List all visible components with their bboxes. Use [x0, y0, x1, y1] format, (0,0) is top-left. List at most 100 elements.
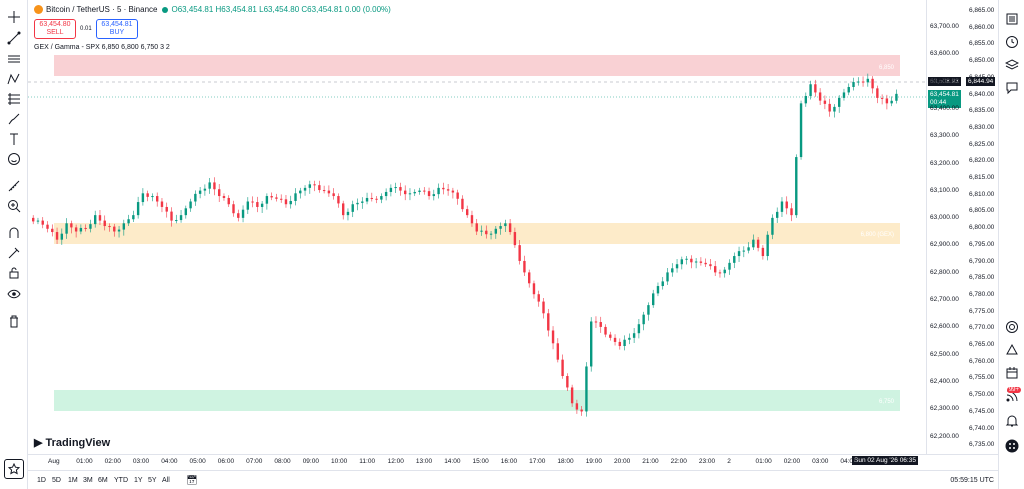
horizontal-lines-icon[interactable]: [5, 50, 23, 68]
layers-icon[interactable]: [1003, 56, 1021, 74]
ideas-icon[interactable]: [1003, 341, 1021, 359]
price-scale-label-left: 62,700.00: [930, 296, 959, 303]
candle-body: [494, 228, 498, 234]
trend-line-icon[interactable]: [5, 29, 23, 47]
sell-button[interactable]: 63,454.80 SELL: [34, 19, 76, 39]
indicator-legend[interactable]: GEX / Gamma - SPX 6,850 6,800 6,750 3 2: [34, 44, 170, 51]
time-axis[interactable]: Sun 02 Aug '26 06:35 Aug 01:00 02:00 03:00 0…: [28, 454, 998, 468]
price-scale-label-right: 6,750.00: [969, 391, 995, 399]
stay-drawing-icon[interactable]: [5, 244, 23, 262]
favorites-star-icon[interactable]: [4, 459, 24, 479]
candle-body: [237, 213, 240, 218]
candle-body: [666, 272, 669, 282]
candle-body: [94, 215, 97, 225]
time-axis-label: 05:00: [189, 458, 206, 465]
range-button-1d[interactable]: 1D: [37, 477, 46, 484]
range-button-5d[interactable]: 5D: [52, 477, 61, 484]
time-axis-label: 16:00: [500, 458, 518, 465]
range-button-5y[interactable]: 5Y: [148, 477, 157, 484]
candle-body: [46, 224, 49, 229]
candle-body: [551, 330, 555, 344]
candle-body: [289, 200, 292, 205]
date-range-icon[interactable]: 📅︎: [186, 475, 198, 485]
watchlist-icon[interactable]: [1003, 10, 1021, 28]
zoom-in-icon[interactable]: [5, 197, 23, 215]
time-axis-label: 01:00: [76, 458, 93, 465]
utc-clock[interactable]: 05:59:15 UTC: [950, 477, 994, 484]
red-zone: [54, 55, 900, 76]
candle-body: [399, 187, 402, 191]
range-button-6m[interactable]: 6M: [98, 477, 108, 484]
chat-icon[interactable]: [1003, 79, 1021, 97]
candle-body: [346, 211, 350, 216]
candle-body: [528, 272, 531, 284]
price-scale-label-right: 6,815.00: [969, 174, 995, 181]
candle-body: [833, 106, 836, 112]
calendar-icon[interactable]: [1003, 364, 1021, 382]
price-scale-label-left: 62,400.00: [930, 377, 959, 385]
range-button-ytd[interactable]: YTD: [114, 477, 128, 484]
candle-body: [170, 211, 173, 221]
ohlc-low: L63,454.80: [259, 5, 300, 14]
candle-body: [771, 217, 774, 235]
time-axis-label: 17:00: [529, 458, 546, 465]
price-scale-label-left: 62,900.00: [930, 241, 959, 249]
price-chart[interactable]: 6,850 6,800 (GEX) 6,750: [28, 0, 926, 454]
candle-body: [413, 191, 416, 194]
time-axis-label: 03:00: [132, 458, 150, 465]
text-icon[interactable]: [5, 130, 23, 148]
candle-body: [198, 190, 202, 194]
candle-body: [351, 204, 354, 212]
price-scale-label-right: 6,865.00: [969, 7, 995, 14]
range-button-1m[interactable]: 1M: [68, 477, 78, 484]
candle-body: [423, 190, 426, 192]
pattern-icon[interactable]: [5, 70, 23, 88]
candle-body: [437, 187, 440, 195]
emoji-icon[interactable]: [5, 150, 23, 168]
countdown-value: 00:44: [930, 99, 947, 106]
candle-body: [747, 247, 750, 251]
range-button-all[interactable]: All: [162, 477, 170, 484]
candle-body: [580, 409, 583, 412]
more-grid-icon[interactable]: [1003, 437, 1021, 455]
candle-body: [723, 269, 726, 274]
range-button-3m[interactable]: 3M: [83, 477, 93, 484]
candle-body: [370, 197, 374, 199]
ruler-icon[interactable]: [5, 177, 23, 195]
price-scale[interactable]: 63,508.93 6,844.94 63,454.81 00:44 63,70…: [926, 0, 998, 454]
eye-icon[interactable]: [5, 285, 23, 303]
price-scale-label-right: 6,735.00: [969, 441, 995, 449]
candle-body: [461, 198, 464, 210]
candle-body: [117, 229, 121, 232]
buy-button[interactable]: 63,454.81 BUY: [96, 19, 138, 39]
candle-body: [895, 93, 898, 101]
bitcoin-logo-icon: [34, 5, 43, 15]
candle-body: [885, 98, 889, 104]
price-scale-label-left: 62,500.00: [930, 350, 959, 358]
tradingview-logo[interactable]: ▶︎ TradingView: [34, 436, 110, 449]
candle-body: [175, 220, 178, 222]
range-button-1y[interactable]: 1Y: [134, 477, 143, 484]
alerts-clock-icon[interactable]: [1003, 33, 1021, 51]
magnet-icon[interactable]: [5, 224, 23, 242]
candle-body: [70, 223, 73, 228]
candle-body: [809, 84, 812, 96]
candle-body: [446, 189, 450, 191]
brush-icon[interactable]: [5, 110, 23, 128]
fib-icon[interactable]: [5, 90, 23, 108]
candle-body: [795, 157, 798, 216]
trash-icon[interactable]: [5, 312, 23, 330]
lock-icon[interactable]: [5, 264, 23, 282]
candle-body: [609, 334, 612, 338]
candle-body: [718, 272, 722, 274]
crosshair-icon[interactable]: [5, 8, 23, 26]
notifications-bell-icon[interactable]: [1003, 412, 1021, 430]
candle-body: [876, 88, 879, 98]
candle-body: [799, 103, 803, 158]
candle-body: [599, 322, 602, 327]
target-icon[interactable]: [1003, 318, 1021, 336]
candle-body: [51, 228, 54, 233]
symbol-title[interactable]: Bitcoin / TetherUS · 5 · Binance: [46, 5, 158, 14]
candle-body: [733, 256, 736, 263]
price-scale-label-left: 63,200.00: [930, 159, 959, 167]
